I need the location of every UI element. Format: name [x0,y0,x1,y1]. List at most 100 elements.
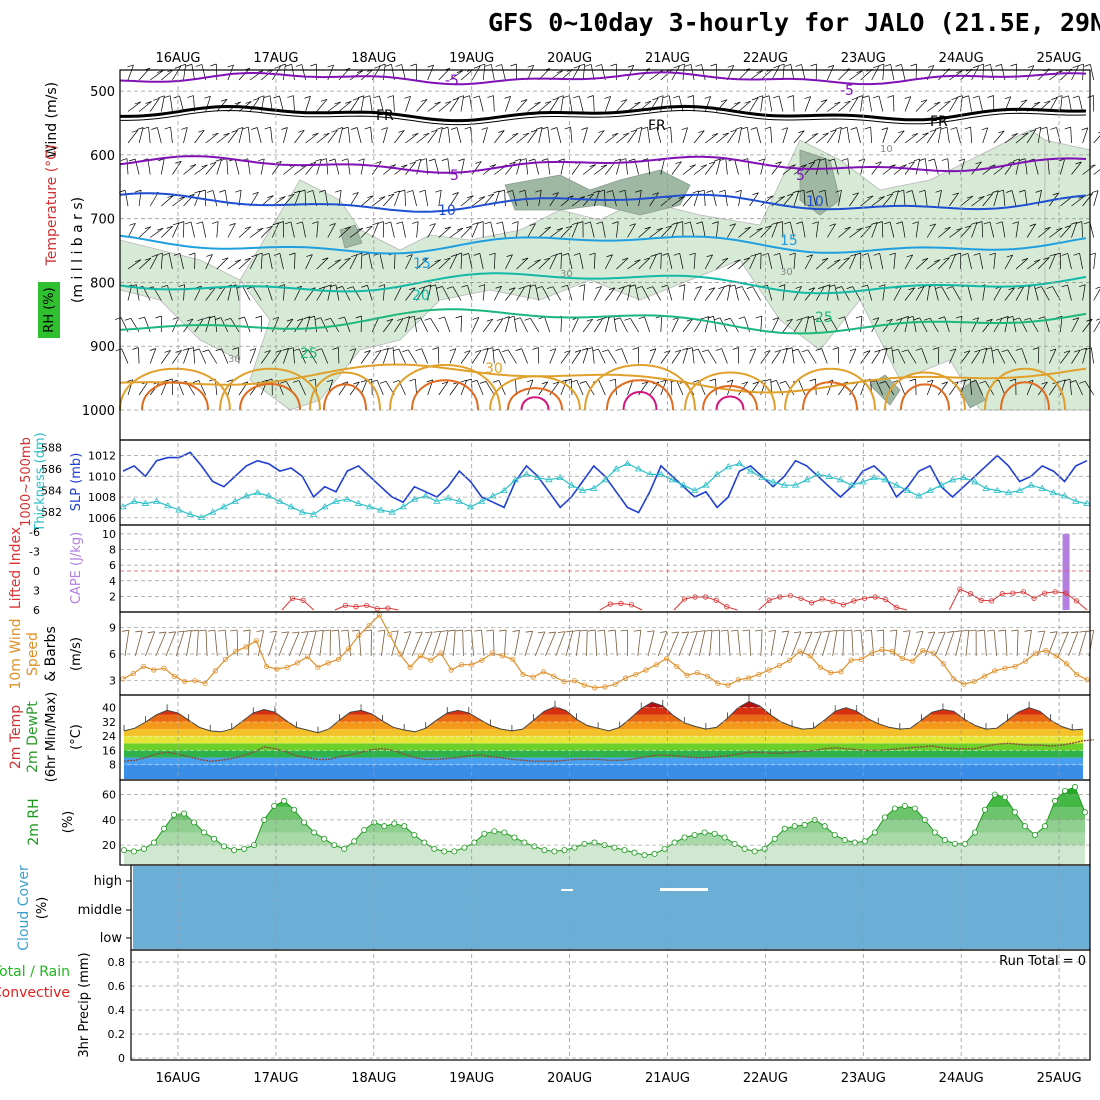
wind-barb-flag [473,65,481,69]
wind-barb-flag [452,192,459,195]
wind-barb-flag [802,316,809,319]
wind-barb-flag [981,127,988,131]
wind-barb [907,349,917,364]
wind-barb-flag [534,259,541,263]
wind-barb-flag [318,189,326,193]
wind-barb-flag [274,65,281,69]
wind-barb [630,318,639,333]
wind-barb [260,253,263,270]
wind-barb [449,254,458,270]
wind-barb [915,258,929,270]
wind-barb [130,318,140,333]
wind-barb [604,190,606,207]
wind-barb-flag [273,253,281,256]
wind-barb-flag [244,257,251,261]
wind-barb [616,132,630,144]
wind10-barb [770,630,776,657]
wind-barb-flag [951,97,958,101]
wind-barb-flag [277,221,284,224]
wind-barb [216,159,222,175]
wind-barb [549,348,557,364]
wind-barb [897,348,906,364]
wind-barb [801,64,806,81]
wind-barb [690,64,695,81]
wind-barb-flag [288,193,295,197]
rh2m-axis-label: 2m RH [26,798,42,845]
wind-barb-flag [778,63,785,67]
wind10-barb [124,630,130,657]
wind-barb [435,284,440,301]
wind10-speed-point [407,664,413,670]
rh2m-point [621,847,628,854]
wind10-speed-point [448,667,454,673]
lifted-index-point [851,598,857,604]
wind-barb-flag [303,316,311,319]
wind-barb-flag [929,223,936,227]
wind-barb-flag [281,127,288,130]
wind-barb-flag [409,287,416,291]
wind-barb-flag [157,227,164,231]
wind-barb [571,222,579,238]
thickness-point [690,486,699,494]
wind10-barb [832,630,838,657]
wind-barb [505,316,510,333]
wind10-barb [134,630,143,657]
wind-barb [893,318,903,333]
wind-barb [915,221,919,238]
thickness-axis-label-b: Thickness (dm) [33,432,48,532]
wind-barb-flag [529,223,536,226]
rh-shading-area [239,129,1046,411]
wind10-barb [842,630,845,657]
wind-barb-flag [773,252,780,256]
thickness-point [545,476,553,483]
wind10-speed-point [653,662,659,668]
wind10-barb-flag [998,629,1006,632]
wind-barb-flag [975,221,983,224]
wind-barb-flag [959,379,966,383]
wind-barb [912,316,917,333]
wind-barb-flag [570,379,577,383]
wind-barb-flag [1011,133,1018,136]
rh2m-point [381,823,388,830]
wind-barb [678,95,684,112]
wind10-barb-flag [742,629,750,632]
wind-barb-flag [522,257,529,261]
date-label-bottom: 21AUG [645,1071,690,1086]
temperature-axis-label: Temperature (°C) [44,145,60,267]
pressure-tick-label: 1000 [82,404,115,419]
wind-barb-flag [529,284,536,288]
wind-barb-flag [1032,347,1039,350]
wind-barb-flag [830,129,837,133]
wind10-barb [462,629,464,657]
wind-barb-flag [184,221,192,225]
wind-barb-flag [675,161,682,164]
wind-barb [294,130,305,144]
wind-barb [860,350,871,364]
wind10-speed-point [838,669,844,675]
thickness-point [410,495,419,502]
isotherm-35-loop [507,387,563,411]
rh2m-point [871,829,878,836]
thickness-point [915,492,923,499]
rh-legend-swatch [38,282,60,338]
wind-barb [416,257,429,270]
wind-barb-flag [587,193,594,197]
wind10-barb-flag [512,630,520,632]
isotherm-line [119,192,1087,213]
isotherm-30-loop [309,371,381,411]
wind-barb [538,101,552,112]
date-label-top: 22AUG [743,51,788,66]
date-label-bottom: 17AUG [253,1071,298,1086]
wind-barb-flag [621,257,629,261]
wind-barb [161,195,174,207]
rh2m-point [321,835,328,842]
wind-barb [438,190,442,207]
wind-barb-flag [518,286,525,290]
lifted-index-point [840,602,846,608]
wind-barb-flag [231,129,238,133]
wind10-speed-point [304,654,311,660]
wind-barb-flag [457,95,464,99]
wind-barb [471,196,486,207]
wind-barb [449,227,464,238]
wind-barb-flag [727,64,734,68]
